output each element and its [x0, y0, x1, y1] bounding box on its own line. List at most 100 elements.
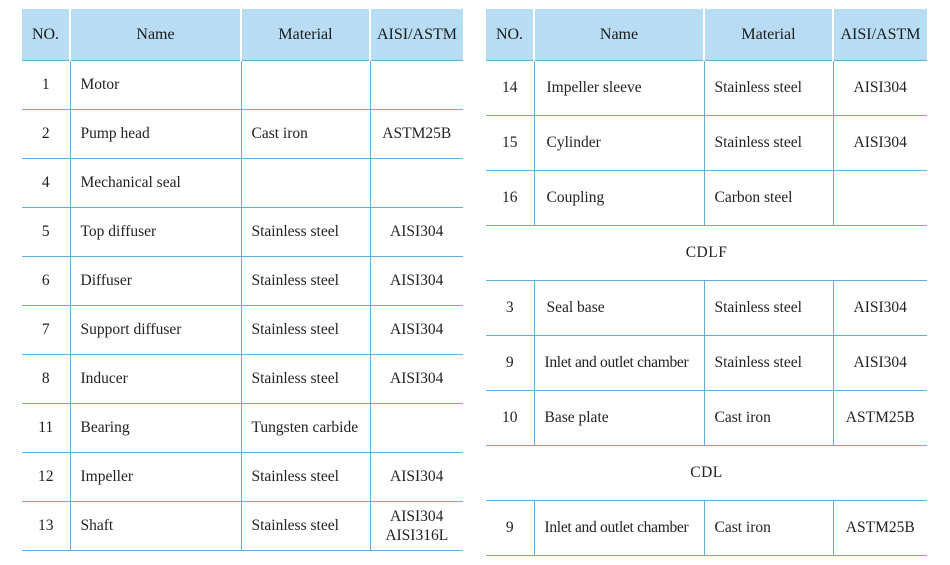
cell-material: Stainless steel	[240, 452, 370, 502]
cell-aisi: AISI304	[369, 354, 463, 404]
table-row: 5 Top diffuser Stainless steel AISI304	[22, 207, 463, 257]
cell-name: Seal base	[533, 280, 704, 336]
cell-material: Stainless steel	[240, 501, 370, 551]
cell-no: 1	[22, 60, 70, 110]
cell-aisi	[369, 158, 463, 208]
cell-aisi: ASTM25B	[832, 500, 927, 556]
cell-no: 2	[22, 109, 70, 159]
table-row: 6 Diffuser Stainless steel AISI304	[22, 256, 463, 306]
cell-aisi-line-2: AISI316L	[385, 527, 449, 544]
cell-material: Stainless steel	[240, 207, 370, 257]
cell-name: Inducer	[69, 354, 241, 404]
cell-no: 9	[486, 500, 534, 556]
cell-no: 10	[486, 390, 534, 446]
section-label-cdl: CDL	[486, 445, 927, 501]
cell-material: Stainless steel	[703, 280, 833, 336]
cell-name: Cylinder	[533, 115, 704, 171]
cell-material: Cast iron	[703, 390, 833, 446]
table-row: 1 Motor	[22, 60, 463, 110]
cell-aisi: AISI304	[369, 452, 463, 502]
header-material: Material	[240, 9, 370, 61]
cell-material: Tungsten carbide	[240, 403, 370, 453]
parts-table-left: NO. Name Material AISI/ASTM 1 Motor 2 Pu…	[22, 9, 463, 551]
header-name: Name	[69, 9, 241, 61]
cell-name: Impeller	[69, 452, 241, 502]
cell-aisi	[369, 60, 463, 110]
cell-aisi: AISI304 AISI316L	[369, 501, 463, 551]
cell-material	[240, 60, 370, 110]
table-row: 8 Inducer Stainless steel AISI304	[22, 354, 463, 404]
cell-material: Stainless steel	[240, 354, 370, 404]
cell-name: Pump head	[69, 109, 241, 159]
cell-material	[240, 158, 370, 208]
table-row: 13 Shaft Stainless steel AISI304 AISI316…	[22, 501, 463, 551]
cell-aisi: AISI304	[832, 335, 927, 391]
parts-table-right: NO. Name Material AISI/ASTM 14 Impeller …	[486, 9, 927, 556]
cell-no: 8	[22, 354, 70, 404]
cell-no: 3	[486, 280, 534, 336]
cell-material: Cast iron	[240, 109, 370, 159]
cell-no: 15	[486, 115, 534, 171]
cell-aisi: AISI304	[369, 305, 463, 355]
cell-no: 14	[486, 60, 534, 116]
header-no: NO.	[22, 9, 70, 61]
cell-no: 13	[22, 501, 70, 551]
section-row: CDL	[486, 445, 927, 501]
cell-material: Stainless steel	[703, 335, 833, 391]
table-row: 7 Support diffuser Stainless steel AISI3…	[22, 305, 463, 355]
table-row: 12 Impeller Stainless steel AISI304	[22, 452, 463, 502]
cell-no: 7	[22, 305, 70, 355]
cell-material: Cast iron	[703, 500, 833, 556]
cell-material: Stainless steel	[240, 256, 370, 306]
cell-aisi: ASTM25B	[369, 109, 463, 159]
header-material: Material	[703, 9, 833, 61]
table-row: 3 Seal base Stainless steel AISI304	[486, 280, 927, 336]
cell-no: 6	[22, 256, 70, 306]
table-row: 11 Bearing Tungsten carbide	[22, 403, 463, 453]
cell-no: 4	[22, 158, 70, 208]
cell-aisi-line-1: AISI304	[390, 508, 444, 525]
cell-name: Impeller sleeve	[533, 60, 704, 116]
header-aisi: AISI/ASTM	[369, 9, 463, 61]
header-aisi: AISI/ASTM	[832, 9, 927, 61]
cell-name: Mechanical seal	[69, 158, 241, 208]
cell-material: Stainless steel	[703, 115, 833, 171]
table-row: 15 Cylinder Stainless steel AISI304	[486, 115, 927, 171]
cell-aisi	[832, 170, 927, 226]
cell-name: Motor	[69, 60, 241, 110]
cell-name: Shaft	[69, 501, 241, 551]
cell-no: 12	[22, 452, 70, 502]
table-row: 9 Inlet and outlet chamber Stainless ste…	[486, 335, 927, 391]
cell-no: 9	[486, 335, 534, 391]
table-row: 10 Base plate Cast iron ASTM25B	[486, 390, 927, 446]
cell-aisi: AISI304	[832, 280, 927, 336]
header-no: NO.	[486, 9, 534, 61]
table-row: 4 Mechanical seal	[22, 158, 463, 208]
header-row: NO. Name Material AISI/ASTM	[486, 9, 927, 61]
cell-name: Diffuser	[69, 256, 241, 306]
section-row: CDLF	[486, 225, 927, 281]
cell-aisi: AISI304	[369, 207, 463, 257]
cell-aisi: ASTM25B	[832, 390, 927, 446]
section-label-cdlf: CDLF	[486, 225, 927, 281]
cell-aisi: AISI304	[832, 115, 927, 171]
header-row: NO. Name Material AISI/ASTM	[22, 9, 463, 61]
cell-no: 16	[486, 170, 534, 226]
table-row: 2 Pump head Cast iron ASTM25B	[22, 109, 463, 159]
cell-name: Inlet and outlet chamber	[533, 500, 704, 556]
cell-name: Base plate	[533, 390, 704, 446]
cell-name: Coupling	[533, 170, 704, 226]
cell-aisi	[369, 403, 463, 453]
table-row: 9 Inlet and outlet chamber Cast iron AST…	[486, 500, 927, 556]
cell-name: Inlet and outlet chamber	[533, 335, 704, 391]
cell-name: Top diffuser	[69, 207, 241, 257]
cell-name: Support diffuser	[69, 305, 241, 355]
cell-material: Stainless steel	[240, 305, 370, 355]
header-name: Name	[533, 9, 704, 61]
cell-no: 5	[22, 207, 70, 257]
cell-material: Stainless steel	[703, 60, 833, 116]
table-row: 16 Coupling Carbon steel	[486, 170, 927, 226]
table-row: 14 Impeller sleeve Stainless steel AISI3…	[486, 60, 927, 116]
cell-material: Carbon steel	[703, 170, 833, 226]
cell-aisi: AISI304	[832, 60, 927, 116]
